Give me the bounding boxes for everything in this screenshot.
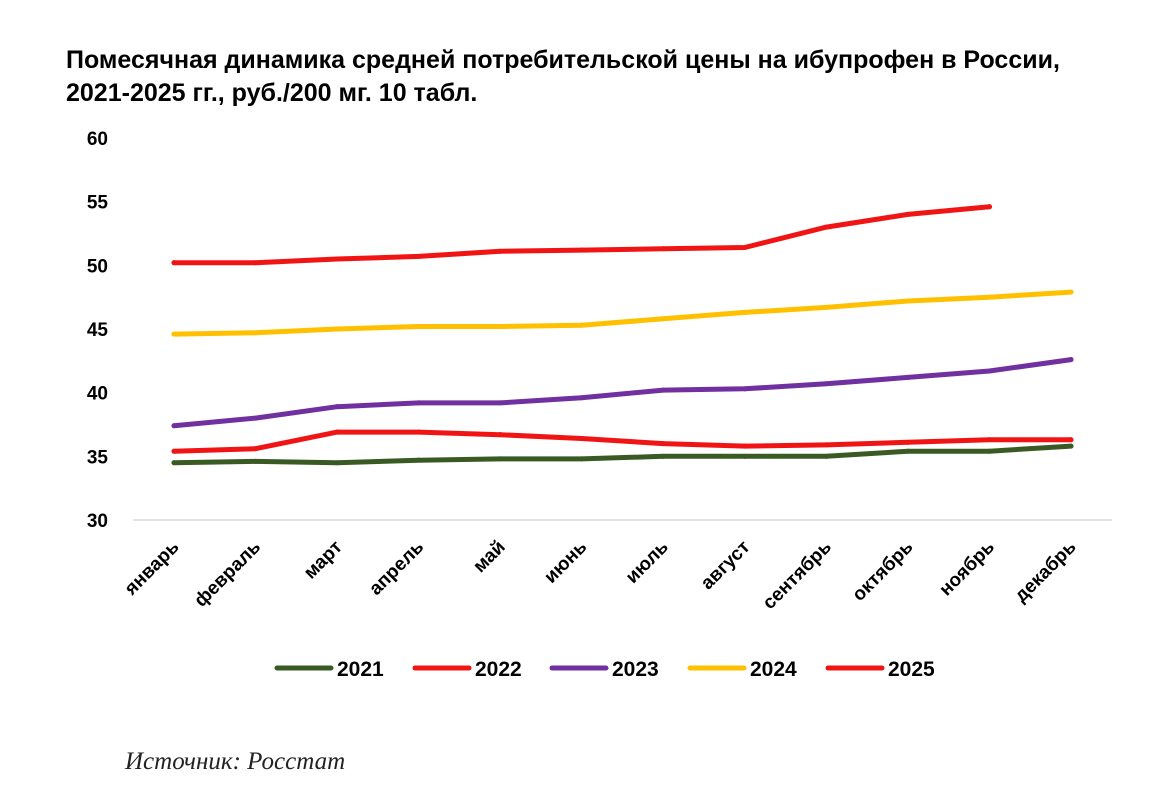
data-point-2023: [334, 404, 340, 410]
data-point-2024: [823, 304, 829, 310]
x-category-label: октябрь: [848, 537, 917, 606]
series-line-2024: [171, 289, 1074, 337]
legend-label: 2022: [475, 658, 522, 681]
legend-label: 2023: [612, 658, 659, 681]
data-point-2022: [334, 429, 340, 435]
data-point-2022: [660, 441, 666, 447]
data-point-2022: [579, 436, 585, 442]
x-category-label: февраль: [190, 537, 265, 612]
source-note: Источник: Росстат: [125, 748, 346, 775]
x-category-label: март: [300, 537, 347, 584]
data-point-2023: [905, 374, 911, 380]
data-point-2021: [742, 453, 748, 459]
data-point-2023: [171, 423, 177, 429]
x-category-label: август: [697, 537, 754, 594]
data-point-2022: [171, 448, 177, 454]
y-tick-label: 50: [87, 256, 108, 277]
series-lines: [171, 204, 1074, 466]
x-category-label: апрель: [365, 537, 428, 600]
y-tick-label: 30: [87, 511, 108, 532]
data-point-2021: [986, 448, 992, 454]
data-point-2025: [823, 224, 829, 230]
y-tick-label: 45: [87, 320, 109, 341]
legend: 2021 2022 2023 2024 2025: [274, 658, 935, 681]
data-point-2023: [823, 381, 829, 387]
data-point-2021: [334, 460, 340, 466]
data-point-2022: [986, 437, 992, 443]
data-point-2021: [579, 456, 585, 462]
data-point-2024: [416, 323, 422, 329]
series-line-2023: [171, 357, 1074, 429]
data-point-2024: [253, 330, 259, 336]
y-tick-label: 35: [87, 447, 109, 468]
data-point-2025: [905, 211, 911, 217]
data-point-2024: [171, 331, 177, 337]
data-point-2022: [497, 432, 503, 438]
data-point-2024: [497, 323, 503, 329]
data-point-2023: [1068, 357, 1074, 363]
data-point-2024: [742, 309, 748, 315]
data-point-2022: [1068, 437, 1074, 443]
legend-label: 2024: [750, 658, 797, 681]
x-category-label: сентябрь: [759, 537, 836, 614]
data-point-2021: [171, 460, 177, 466]
y-tick-label: 60: [87, 129, 108, 150]
data-point-2021: [823, 453, 829, 459]
data-point-2021: [905, 448, 911, 454]
data-point-2024: [1068, 289, 1074, 295]
data-point-2023: [416, 400, 422, 406]
data-point-2021: [416, 457, 422, 463]
x-category-label: декабрь: [1011, 537, 1081, 607]
data-point-2025: [497, 248, 503, 254]
data-point-2021: [497, 456, 503, 462]
data-point-2024: [986, 294, 992, 300]
data-point-2021: [253, 458, 259, 464]
legend-label: 2025: [888, 658, 935, 681]
data-point-2021: [660, 453, 666, 459]
data-point-2023: [986, 368, 992, 374]
data-point-2025: [986, 204, 992, 210]
data-point-2024: [334, 326, 340, 332]
data-point-2025: [171, 260, 177, 266]
y-axis-ticks: 30 35 40 45 50 55 60: [87, 129, 109, 532]
chart-title: Помесячная динамика средней потребительс…: [66, 46, 1060, 107]
data-point-2025: [742, 245, 748, 251]
data-point-2022: [253, 446, 259, 452]
x-category-label: январь: [120, 537, 184, 601]
x-category-label: май: [469, 537, 509, 577]
data-point-2025: [660, 246, 666, 252]
data-point-2025: [334, 256, 340, 262]
data-point-2023: [497, 400, 503, 406]
data-point-2023: [253, 415, 259, 421]
data-point-2025: [416, 253, 422, 259]
data-point-2025: [579, 247, 585, 253]
data-point-2022: [742, 443, 748, 449]
data-point-2021: [1068, 443, 1074, 449]
x-axis-categories: январь февраль март апрель май июнь июль август…: [120, 537, 1081, 614]
x-category-label: ноябрь: [935, 537, 999, 601]
series-line-2025: [171, 204, 992, 266]
y-tick-label: 55: [87, 193, 109, 214]
data-point-2022: [416, 429, 422, 435]
series-line-2022: [171, 429, 1074, 454]
data-point-2025: [253, 260, 259, 266]
x-category-label: июнь: [540, 537, 591, 588]
data-point-2024: [579, 322, 585, 328]
data-point-2024: [660, 316, 666, 322]
y-tick-label: 40: [87, 384, 108, 405]
legend-label: 2021: [337, 658, 384, 681]
data-point-2023: [742, 386, 748, 392]
data-point-2022: [905, 439, 911, 445]
series-line-2021: [171, 443, 1074, 466]
data-point-2023: [579, 395, 585, 401]
data-point-2024: [905, 298, 911, 304]
data-point-2022: [823, 442, 829, 448]
data-point-2023: [660, 387, 666, 393]
x-category-label: июль: [622, 537, 673, 588]
